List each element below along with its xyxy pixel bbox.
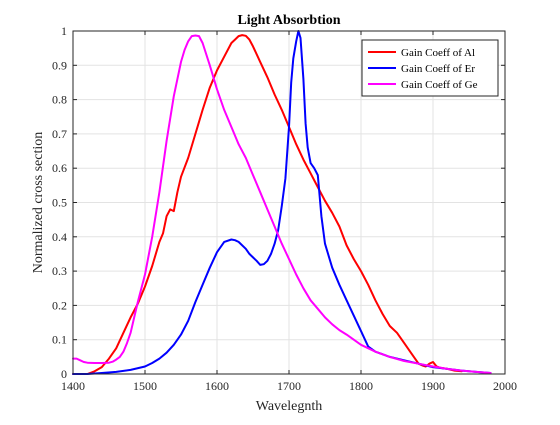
legend-entry-label: Gain Coeff of Er (401, 63, 475, 75)
x-axis-label: Wavelegnth (256, 399, 323, 414)
x-tick-label: 1400 (61, 379, 85, 393)
chart-title: Light Absorbtion (237, 13, 340, 28)
y-tick-label: 0.1 (52, 333, 67, 347)
x-tick-label: 1700 (277, 379, 301, 393)
series-line-3 (72, 34, 492, 374)
x-tick-label: 1600 (205, 379, 229, 393)
x-tick-label: 2000 (493, 379, 517, 393)
y-tick-label: 0 (61, 367, 67, 381)
y-axis-label: Normalized cross section (31, 132, 46, 274)
series-line-1 (72, 34, 463, 375)
legend-entry-label: Gain Coeff of Al (401, 47, 475, 59)
x-tick-label: 1800 (349, 379, 373, 393)
y-tick-label: 0.6 (52, 161, 67, 175)
ticks: 1400 1500 1600 1700 1800 1900 2000 0 0.1 0.2 0.3 0.… (52, 24, 517, 393)
x-tick-label: 1900 (421, 379, 445, 393)
y-tick-label: 0.3 (52, 264, 67, 278)
legend: Gain Coeff of Al Gain Coeff of Er Gain Coe… (361, 39, 499, 97)
y-tick-label: 0.4 (52, 230, 67, 244)
series-line-2 (72, 30, 492, 375)
y-tick-label: 1 (61, 24, 67, 38)
y-tick-label: 0.7 (52, 127, 67, 141)
y-tick-label: 0.2 (52, 298, 67, 312)
x-tick-label: 1500 (133, 379, 157, 393)
y-tick-label: 0.5 (52, 196, 67, 210)
series-group (72, 30, 492, 375)
legend-entry-label: Gain Coeff of Ge (401, 79, 478, 91)
y-tick-label: 0.9 (52, 58, 67, 72)
y-tick-label: 0.8 (52, 93, 67, 107)
